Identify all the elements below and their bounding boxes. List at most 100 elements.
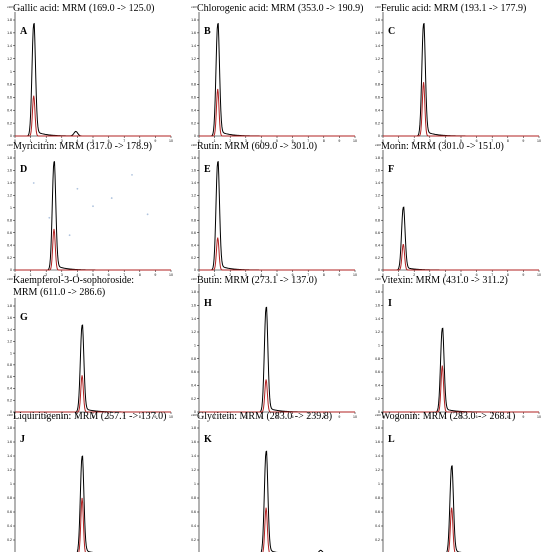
x-tick-label: 4 (76, 415, 78, 419)
x-tick-label: 7 (307, 415, 309, 419)
black-trace-line (15, 22, 171, 137)
x-tick-label: 5 (92, 415, 94, 419)
x-tick-label: 5 (460, 139, 462, 143)
x-tick-label: 8 (139, 139, 141, 143)
x-tick-label: 8 (323, 139, 325, 143)
red-trace-line (78, 497, 86, 552)
y-tick-label: 0.4 (191, 108, 196, 112)
y-tick-label: 0.8 (7, 363, 12, 367)
noise-speck (146, 213, 149, 216)
x-tick-label: 10 (169, 415, 173, 419)
x-tick-label: 6 (108, 139, 110, 143)
panel-d: Myricitrin: MRM (317.0 -> 178.9)x10²D00.… (7, 141, 173, 277)
red-trace-line (383, 82, 539, 137)
black-trace-line (15, 324, 171, 413)
red-trace-line (383, 243, 539, 271)
noise-speck (110, 197, 113, 199)
y-tick-label: 0 (10, 268, 12, 272)
y-tick-label: 0.6 (7, 375, 12, 379)
y-tick-label: 0.4 (375, 108, 380, 112)
black-trace-line (76, 455, 94, 552)
x-tick-label: 7 (123, 415, 125, 419)
red-trace-line (15, 228, 171, 271)
x-tick-label: 4 (444, 273, 446, 277)
y-tick-label: 0 (194, 410, 196, 414)
y-tick-label: 1.6 (7, 316, 12, 320)
red-trace-line (199, 379, 355, 413)
y-tick-label: 0.2 (191, 397, 196, 401)
y-tick-label: 1.6 (7, 169, 12, 173)
x-tick-label: 2 (413, 139, 415, 143)
panel-title: Wogonin: MRM (283.0 -> 268.1) (381, 411, 515, 422)
noise-speck (76, 187, 79, 190)
y-tick-label: 1.2 (7, 194, 12, 198)
panel-title: Morin: MRM (301.0 -> 151.0) (381, 141, 504, 152)
x-tick-label: 9 (522, 139, 524, 143)
x-tick-label: 2 (45, 139, 47, 143)
x-tick-label: 5 (276, 139, 278, 143)
x-tick-label: 2 (229, 273, 231, 277)
red-trace-line (262, 507, 270, 552)
y-tick-label: 0.6 (191, 370, 196, 374)
panel-l: Wogonin: MRM (283.0 -> 268.1)x10²L00.20.… (375, 411, 515, 552)
x-tick-label: 3 (61, 415, 63, 419)
y-tick-label: 0.8 (191, 83, 196, 87)
y-tick-label: 0.6 (375, 231, 380, 235)
y-tick-label: 1.2 (191, 468, 196, 472)
y-tick-label: 0.8 (375, 218, 380, 222)
x-tick-label: 2 (45, 273, 47, 277)
y-tick-label: 0.8 (7, 218, 12, 222)
y-tick-label: 0.2 (7, 121, 12, 125)
y-tick-label: 1 (10, 482, 12, 486)
y-tick-label: 0 (10, 410, 12, 414)
black-trace-line (446, 465, 462, 552)
y-tick-label: 0.4 (191, 384, 196, 388)
x-tick-label: 9 (522, 415, 524, 419)
y-tick-label: 0.6 (375, 96, 380, 100)
x-tick-label: 9 (338, 415, 340, 419)
y-tick-label: 0.2 (7, 538, 12, 542)
x-tick-label: 8 (323, 415, 325, 419)
panel-title: Rutin: MRM (609.0 -> 301.0) (197, 141, 317, 152)
y-scale-note: x10² (375, 5, 381, 9)
y-tick-label: 0.6 (7, 96, 12, 100)
x-tick-label: 5 (92, 139, 94, 143)
x-tick-label: 6 (292, 273, 294, 277)
y-tick-label: 0.4 (191, 524, 196, 528)
x-tick-label: 3 (61, 139, 63, 143)
red-trace-line (15, 95, 171, 137)
x-tick-label: 10 (353, 415, 357, 419)
y-tick-label: 1.8 (7, 304, 12, 308)
y-tick-label: 1.4 (191, 454, 196, 458)
y-tick-label: 0.6 (191, 231, 196, 235)
noise-speck (131, 173, 133, 176)
panel-e: Rutin: MRM (609.0 -> 301.0)x10²E00.20.40… (191, 141, 357, 277)
y-tick-label: 1.6 (375, 31, 380, 35)
y-tick-label: 1 (10, 70, 12, 74)
x-tick-label: 5 (460, 415, 462, 419)
y-tick-label: 1 (10, 206, 12, 210)
x-tick-label: 8 (507, 273, 509, 277)
y-tick-label: 0.8 (191, 357, 196, 361)
y-tick-label: 0.4 (375, 243, 380, 247)
y-scale-note: x10² (7, 277, 13, 281)
x-tick-label: 10 (353, 273, 357, 277)
y-scale-note: x10² (375, 143, 381, 147)
noise-speck (92, 205, 94, 208)
y-tick-label: 0.2 (191, 538, 196, 542)
y-tick-label: 0.6 (191, 510, 196, 514)
panel-letter: G (20, 312, 28, 323)
panel-letter: B (204, 26, 211, 37)
x-tick-label: 4 (444, 139, 446, 143)
x-tick-label: 5 (92, 273, 94, 277)
x-tick-label: 1 (398, 415, 400, 419)
noise-speck (48, 216, 51, 219)
panel-title: Vitexin: MRM (431.0 -> 311.2) (381, 275, 508, 286)
y-scale-note: x10² (191, 277, 197, 281)
y-tick-label: 1.4 (375, 181, 380, 185)
x-tick-label: 2 (229, 139, 231, 143)
y-scale-note: x10² (191, 413, 197, 417)
y-tick-label: 1.8 (7, 156, 12, 160)
x-tick-label: 5 (276, 273, 278, 277)
